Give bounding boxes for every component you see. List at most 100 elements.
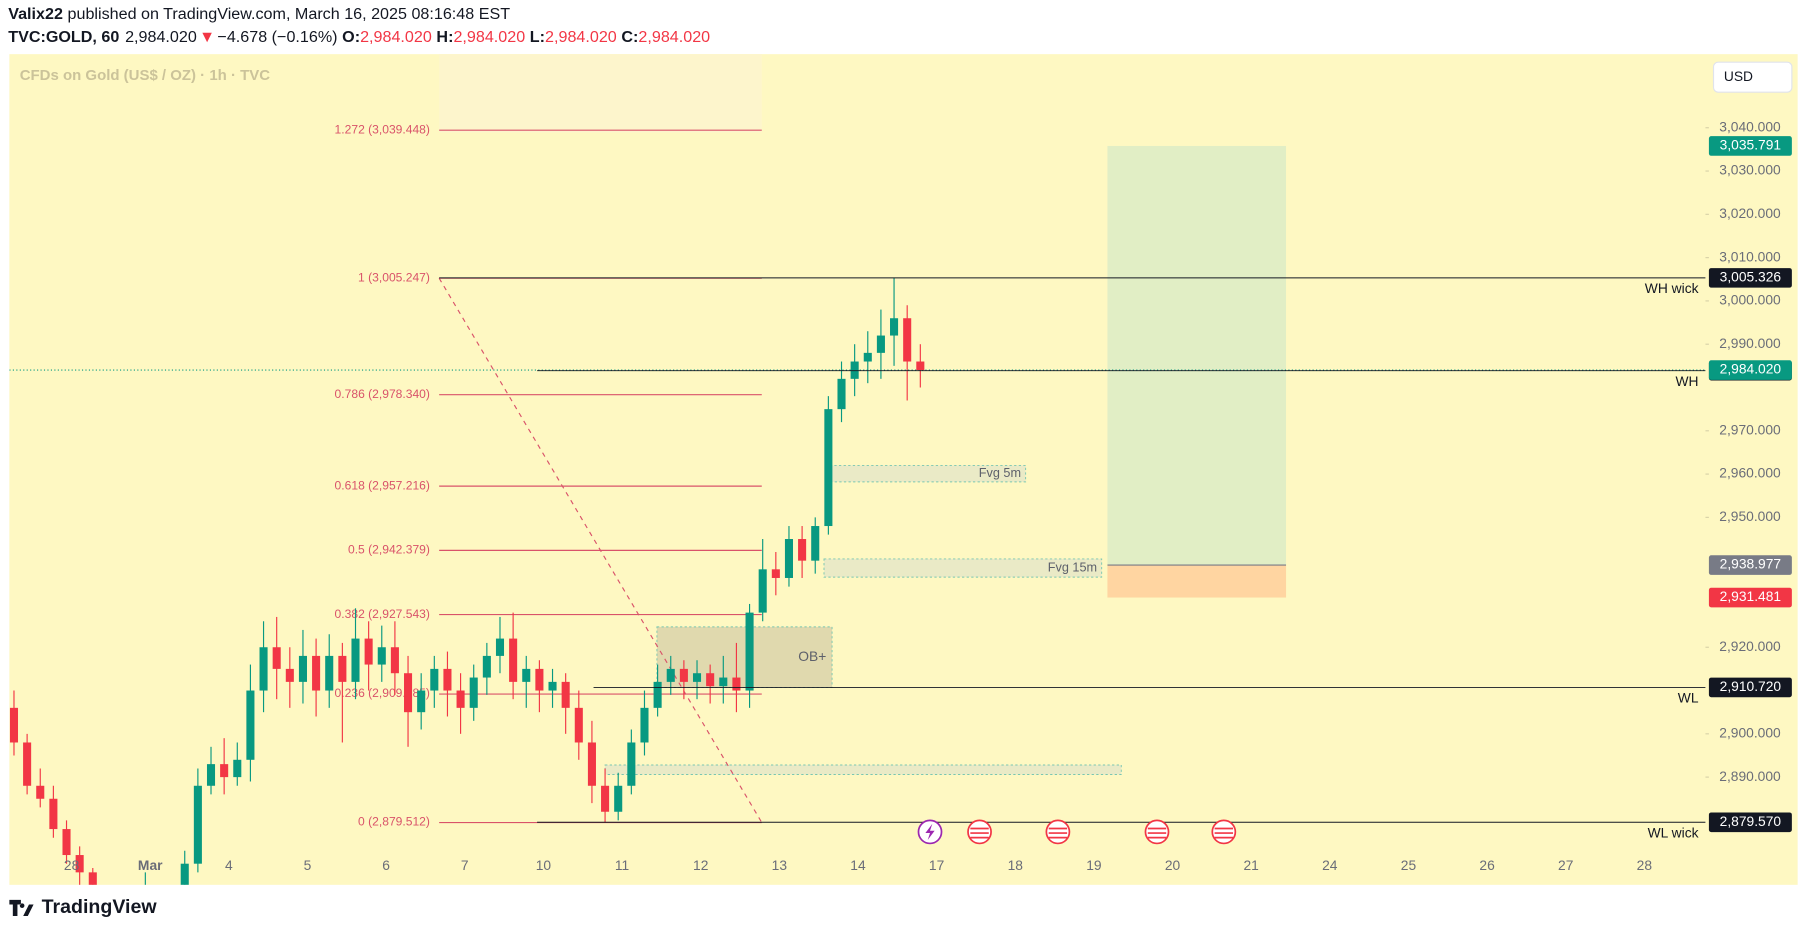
y-tick-label: 3,030.000	[1719, 162, 1781, 178]
zone-label: OB+	[798, 648, 826, 664]
candle-body	[246, 690, 255, 760]
symbol: TVC:GOLD, 60	[8, 28, 119, 46]
level-tag-label: 2,910.720	[1720, 678, 1782, 694]
zone	[823, 558, 1103, 578]
candle-body	[62, 829, 71, 856]
y-tick-label: 2,900.000	[1719, 724, 1781, 740]
candle-body	[49, 798, 58, 830]
flag-event[interactable]	[1144, 819, 1170, 845]
fib-label: 0.236 (2,909.185)	[335, 686, 430, 700]
price-tag-label: 2,931.481	[1720, 588, 1781, 604]
flag-event[interactable]	[1045, 819, 1071, 845]
quote-line: TVC:GOLD, 60 2,984.020 ▼ −4.678 (−0.16%) O:2…	[8, 28, 710, 46]
chart-title: CFDs on Gold (US$ / OZ) · 1h · TVC	[20, 67, 270, 84]
l-label: L:	[530, 28, 545, 46]
x-tick-label: 10	[536, 857, 552, 873]
candle-body	[285, 668, 294, 682]
candle-body	[206, 764, 216, 786]
flag-event[interactable]	[967, 819, 992, 845]
currency-button[interactable]	[1712, 61, 1793, 93]
profit-zone	[1107, 145, 1287, 566]
l-value: 2,984.020	[545, 28, 617, 46]
candle-body	[36, 785, 45, 799]
flag-stripes	[1048, 827, 1068, 839]
candle-body	[522, 668, 531, 682]
candle-body	[811, 526, 820, 561]
price-tag	[1708, 136, 1792, 156]
fib-label: 1.272 (3,039.448)	[335, 122, 430, 136]
brand: TradingView	[42, 896, 158, 918]
candle-body	[640, 707, 649, 743]
candle-body	[417, 690, 426, 713]
x-tick-label: 14	[850, 857, 866, 873]
x-tick-label: 13	[772, 857, 788, 873]
candle-body	[351, 638, 360, 682]
currency: USD	[1724, 68, 1753, 84]
change: −4.678 (−0.16%)	[217, 28, 337, 46]
candle-body	[548, 681, 557, 691]
candle-body	[364, 638, 373, 665]
zone	[604, 764, 1122, 775]
candle-body	[469, 677, 478, 708]
level-tag	[1708, 268, 1792, 288]
fib-label: 0.382 (2,927.543)	[335, 607, 430, 621]
candle-body	[88, 872, 97, 885]
x-tick-label: 28	[1637, 857, 1653, 873]
c-value: 2,984.020	[638, 28, 710, 46]
fib-label: 0 (2,879.512)	[358, 815, 430, 829]
fib-label: 1 (3,005.247)	[358, 270, 430, 284]
candle-body	[180, 863, 189, 885]
flag-stripes	[1214, 827, 1234, 839]
price-tag-label: 2,938.977	[1720, 556, 1781, 572]
y-tick-label: 3,000.000	[1719, 292, 1781, 308]
arrow: ▼	[199, 28, 215, 46]
x-tick-label: 17	[929, 857, 944, 873]
x-tick-label: 7	[461, 857, 469, 873]
y-tick-label: 3,020.000	[1719, 205, 1781, 221]
candle-body	[535, 668, 544, 691]
y-tick-label: 2,960.000	[1719, 465, 1781, 481]
flag-event[interactable]	[1211, 819, 1237, 845]
x-tick-label: 11	[615, 857, 629, 873]
level-name: WH wick	[1645, 280, 1699, 296]
x-tick-label: 21	[1243, 857, 1258, 873]
x-tick-label: 5	[304, 857, 312, 873]
candle-body	[903, 318, 912, 362]
fib-label: 0.618 (2,957.216)	[335, 478, 430, 492]
c-label: C:	[621, 28, 638, 46]
x-tick-label: Mar	[138, 857, 163, 873]
candle-body	[338, 655, 347, 682]
x-tick-label: 4	[225, 857, 233, 873]
level-tag	[1708, 677, 1792, 698]
x-tick-label: 26	[1479, 857, 1495, 873]
candle-body	[561, 681, 570, 708]
candle-body	[312, 655, 321, 691]
events	[917, 0, 1237, 845]
publish-line: Valix22 published on TradingView.com, Mar…	[8, 5, 510, 23]
candle-body	[614, 785, 623, 812]
candle-body	[719, 677, 728, 687]
x-tick-label: 24	[1322, 857, 1338, 873]
flag-stripes	[1147, 827, 1167, 839]
x-tick-label: 20	[1165, 857, 1181, 873]
level-name: WH	[1676, 373, 1699, 389]
candle-body	[824, 409, 833, 527]
candle-body	[220, 764, 229, 778]
candle-body	[587, 742, 596, 786]
o-value: 2,984.020	[360, 28, 432, 46]
zone-label: Fvg 5m	[979, 466, 1021, 480]
candle-body	[679, 668, 688, 682]
candle-body	[404, 673, 413, 713]
candle-body	[798, 539, 807, 561]
x-tick-label: 27	[1558, 857, 1573, 873]
candle-body	[298, 655, 307, 682]
h-value: 2,984.020	[453, 28, 525, 46]
candle-body	[627, 742, 636, 786]
x-tick-label: 6	[382, 857, 390, 873]
candle-body	[837, 378, 846, 410]
candle-body	[390, 647, 399, 674]
y-tick-label: 2,950.000	[1719, 508, 1781, 524]
level-tag-label: 2,879.570	[1720, 813, 1782, 829]
candle-body	[876, 335, 885, 353]
